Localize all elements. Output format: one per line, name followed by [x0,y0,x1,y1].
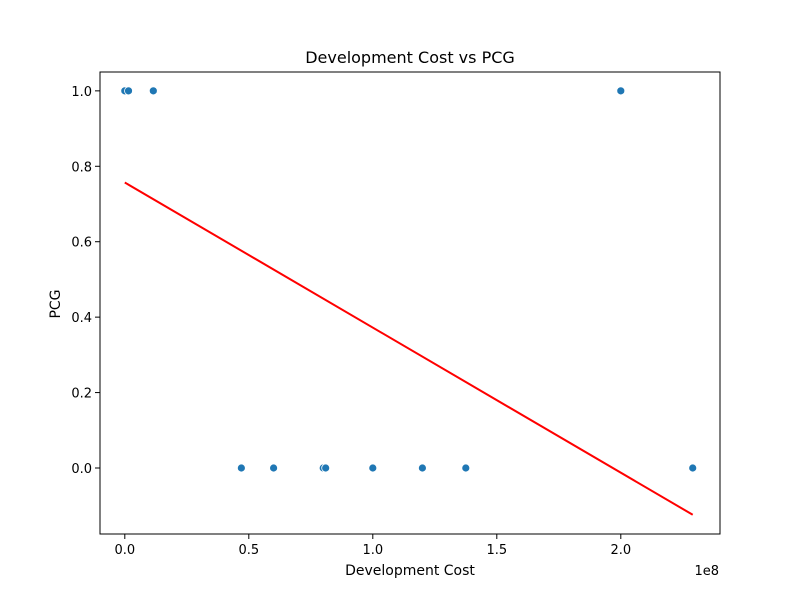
trend-line [124,181,694,516]
data-point-11 [688,463,698,473]
y-axis-title: PCG [48,289,64,318]
data-point-9 [417,463,427,473]
x-tick-label-2: 1.0 [362,543,383,558]
y-tick-label-0: 0.0 [71,462,92,477]
x-axis-offset-label: 1e8 [694,564,719,579]
x-tick-label-0: 0.0 [114,543,135,558]
plot-layer [120,86,698,516]
data-point-8 [368,463,378,473]
chart-title: Development Cost vs PCG [305,48,515,67]
data-point-3 [616,86,626,96]
data-point-5 [269,463,279,473]
data-point-7 [321,463,331,473]
data-point-1 [124,86,133,96]
x-tick-label-4: 2.0 [610,543,631,558]
y-tick-label-3: 0.6 [71,236,92,251]
y-tick-label-5: 1.0 [71,85,92,100]
x-tick-label-1: 0.5 [238,543,259,558]
data-point-4 [236,463,246,473]
data-point-10 [461,463,471,473]
x-axis-title: Development Cost [345,563,475,579]
axes-layer: 0.0 0.5 1.0 1.5 2.0 0.0 0.2 0.4 0.6 0.8 1.0 [71,71,721,558]
y-tick-label-2: 0.4 [71,311,92,326]
y-tick-label-4: 0.8 [71,160,92,175]
y-tick-label-1: 0.2 [71,387,92,402]
x-tick-label-3: 1.5 [486,543,507,558]
plot-frame [99,71,721,535]
data-point-2 [148,86,158,96]
